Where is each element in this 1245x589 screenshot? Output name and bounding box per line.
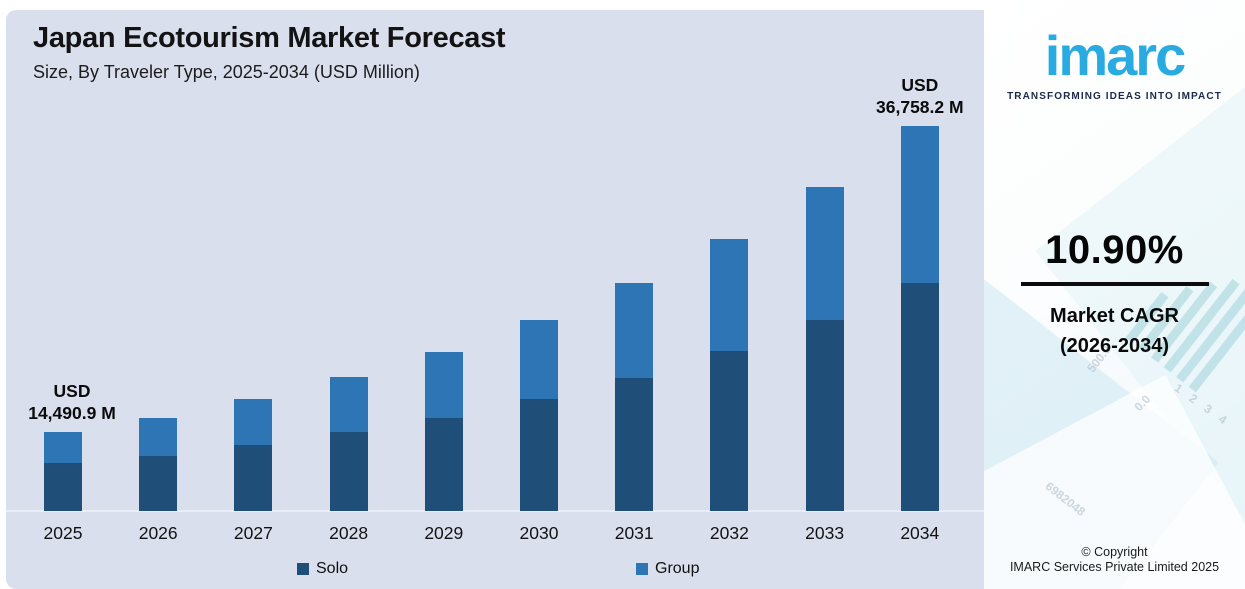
cagr-label-line2: (2026-2034) xyxy=(1060,335,1169,357)
bar-segment-group-2031 xyxy=(615,283,654,378)
copyright-line2: IMARC Services Private Limited 2025 xyxy=(1009,560,1220,575)
cagr-value: 10.90% xyxy=(1045,228,1184,272)
cagr-label-line1: Market CAGR xyxy=(1050,305,1179,327)
imarc-logo: imarc TRANSFORMING IDEAS INTO IMPACT xyxy=(984,28,1245,103)
x-axis-label-2031: 2031 xyxy=(614,523,654,543)
bar-segment-group-2032 xyxy=(710,239,749,351)
copyright: © Copyright IMARC Services Private Limit… xyxy=(984,545,1245,576)
bar-segment-group-2028 xyxy=(329,377,368,432)
imarc-tagline: TRANSFORMING IDEAS INTO IMPACT xyxy=(1007,91,1222,102)
bar-segment-solo-2033 xyxy=(805,320,844,511)
cagr-divider xyxy=(1020,282,1209,286)
x-axis-label-2033: 2033 xyxy=(805,523,845,543)
cagr-block: 10.90% Market CAGR (2026-2034) xyxy=(984,228,1245,361)
bar-segment-group-2026 xyxy=(139,418,178,456)
copyright-line1: © Copyright xyxy=(1081,544,1148,559)
bar-segment-solo-2034 xyxy=(900,283,939,511)
legend-swatch-solo xyxy=(297,563,309,575)
x-axis-label-2028: 2028 xyxy=(329,523,369,543)
x-axis-baseline xyxy=(6,510,984,512)
value-label-2034: USD 36,758.2 M xyxy=(876,75,964,117)
bar-segment-group-2030 xyxy=(520,320,558,399)
bar-segment-solo-2025 xyxy=(44,463,82,511)
bar-segment-solo-2029 xyxy=(424,418,463,511)
legend-label-group: Group xyxy=(655,560,700,577)
x-axis-label-2034: 2034 xyxy=(900,523,940,543)
x-axis-label-2025: 2025 xyxy=(43,523,83,543)
bar-segment-group-2027 xyxy=(234,399,273,445)
x-axis-label-2026: 2026 xyxy=(138,523,178,543)
imarc-logo-text: imarc xyxy=(1044,24,1186,87)
bar-segment-solo-2030 xyxy=(520,399,558,511)
bar-segment-group-2033 xyxy=(805,187,844,320)
chart-header: Japan Ecotourism Market Forecast Size, B… xyxy=(33,22,933,83)
x-axis-label-2032: 2032 xyxy=(709,523,749,543)
legend-label-solo: Solo xyxy=(316,560,349,577)
bar-segment-group-2034 xyxy=(900,126,939,283)
bar-segment-solo-2032 xyxy=(710,351,749,511)
value-label-2025: USD 14,490.9 M xyxy=(28,381,116,423)
bar-segment-solo-2027 xyxy=(234,445,273,511)
bar-segment-solo-2031 xyxy=(615,378,654,511)
plot-area: 2025 2026 2027 2028 2029 2030 2031 2032 2033 2034… xyxy=(6,75,984,578)
legend-item-group: Group xyxy=(636,560,699,578)
chart-subtitle: Size, By Traveler Type, 2025-2034 (USD M… xyxy=(33,62,420,83)
bar-segment-solo-2028 xyxy=(329,432,368,511)
legend-swatch-group xyxy=(636,563,648,575)
bar-segment-group-2029 xyxy=(424,352,463,418)
brand-panel: 500.0 0.0 1 2 3 4 6982048 imarc TRANSFOR… xyxy=(984,0,1245,589)
bar-segment-group-2025 xyxy=(44,432,82,463)
x-axis-label-2027: 2027 xyxy=(233,523,273,543)
bar-segment-solo-2026 xyxy=(139,456,178,511)
x-axis-label-2029: 2029 xyxy=(424,523,464,543)
legend-item-solo: Solo xyxy=(297,560,348,578)
x-axis-label-2030: 2030 xyxy=(519,523,559,543)
chart-title: Japan Ecotourism Market Forecast xyxy=(33,22,506,54)
